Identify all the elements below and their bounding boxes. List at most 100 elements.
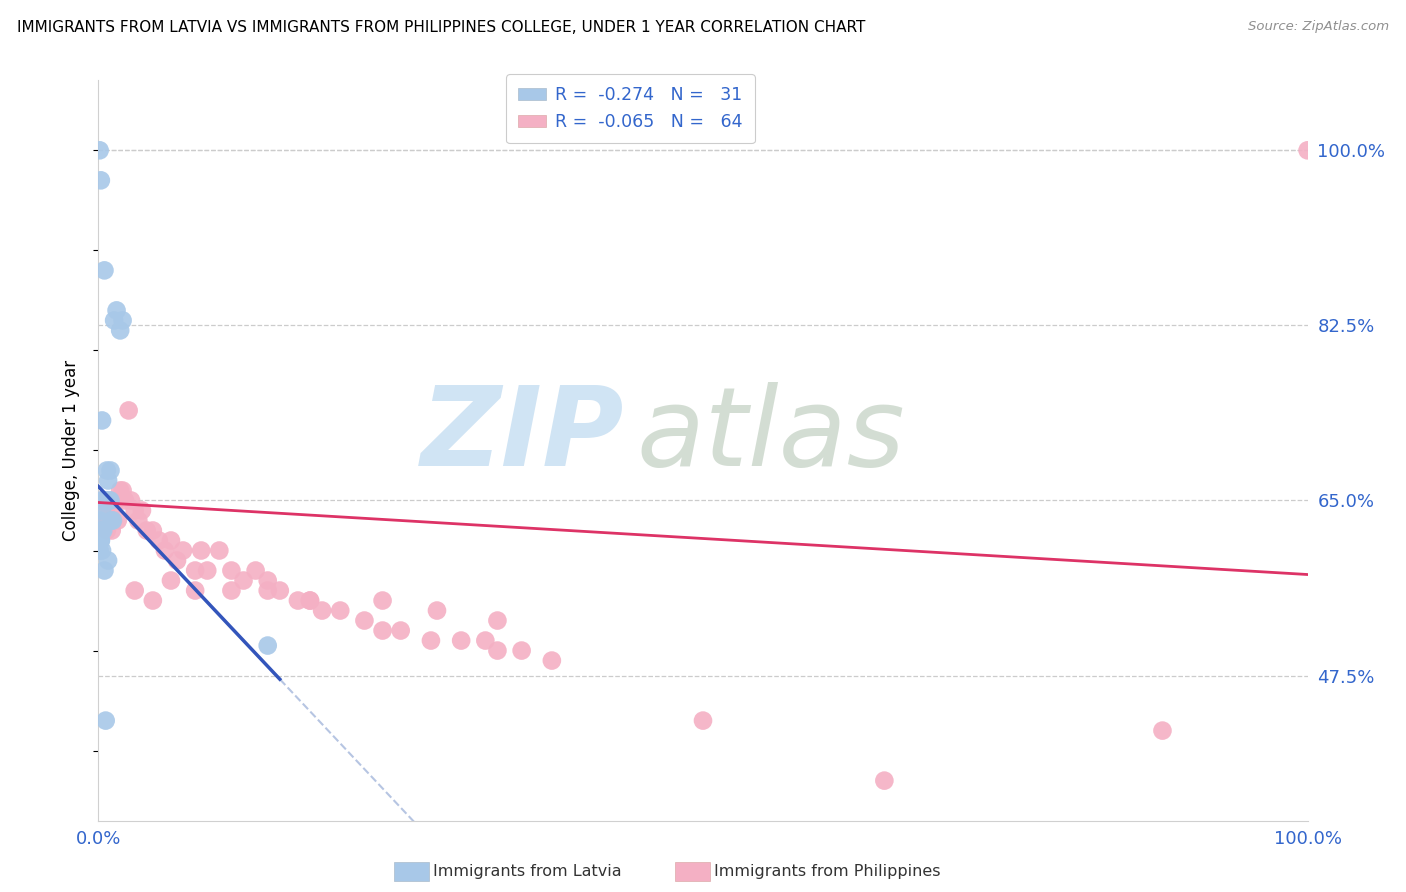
Legend: R =  -0.274   N =   31, R =  -0.065   N =   64: R = -0.274 N = 31, R = -0.065 N = 64 — [506, 74, 755, 143]
Point — [93, 263, 115, 277]
Point — [172, 543, 194, 558]
Point — [221, 564, 243, 578]
Point — [873, 773, 896, 788]
Point — [329, 603, 352, 617]
Point — [256, 574, 278, 588]
Point — [89, 543, 111, 558]
Point — [208, 543, 231, 558]
Text: IMMIGRANTS FROM LATVIA VS IMMIGRANTS FROM PHILIPPINES COLLEGE, UNDER 1 YEAR CORR: IMMIGRANTS FROM LATVIA VS IMMIGRANTS FRO… — [17, 20, 865, 35]
Point — [184, 564, 207, 578]
Point — [353, 614, 375, 628]
Point — [94, 493, 117, 508]
Point — [108, 323, 131, 337]
Point — [97, 474, 120, 488]
Point — [153, 543, 176, 558]
Point — [93, 514, 115, 528]
Point — [692, 714, 714, 728]
Point — [111, 313, 134, 327]
Point — [371, 593, 394, 607]
Point — [96, 524, 118, 538]
Point — [101, 514, 124, 528]
Point — [127, 514, 149, 528]
Point — [311, 603, 333, 617]
Point — [98, 514, 121, 528]
Point — [100, 514, 122, 528]
Point — [100, 493, 122, 508]
Point — [269, 583, 291, 598]
Text: Source: ZipAtlas.com: Source: ZipAtlas.com — [1249, 20, 1389, 33]
Point — [90, 533, 112, 548]
Point — [124, 503, 146, 517]
Point — [97, 514, 120, 528]
Point — [450, 633, 472, 648]
Text: Immigrants from Latvia: Immigrants from Latvia — [433, 864, 621, 879]
Text: atlas: atlas — [637, 382, 905, 489]
Point — [540, 654, 562, 668]
Point — [299, 593, 322, 607]
Point — [232, 574, 254, 588]
Point — [221, 583, 243, 598]
Point — [90, 173, 112, 187]
Point — [195, 564, 218, 578]
Point — [91, 413, 114, 427]
Point — [190, 543, 212, 558]
Text: Immigrants from Philippines: Immigrants from Philippines — [714, 864, 941, 879]
Point — [105, 493, 128, 508]
Y-axis label: College, Under 1 year: College, Under 1 year — [62, 359, 80, 541]
Point — [166, 553, 188, 567]
Point — [160, 574, 183, 588]
Point — [100, 463, 122, 477]
Point — [103, 313, 125, 327]
Point — [118, 403, 141, 417]
Point — [107, 514, 129, 528]
Point — [486, 643, 509, 657]
Point — [103, 493, 125, 508]
Point — [114, 493, 136, 508]
Point — [371, 624, 394, 638]
Point — [90, 493, 112, 508]
Point — [100, 503, 122, 517]
Point — [90, 533, 112, 548]
Point — [474, 633, 496, 648]
Point — [131, 503, 153, 517]
Point — [96, 463, 118, 477]
Point — [100, 524, 122, 538]
Point — [108, 483, 131, 498]
Point — [256, 583, 278, 598]
Point — [111, 483, 134, 498]
Point — [148, 533, 170, 548]
Text: ZIP: ZIP — [420, 382, 624, 489]
Point — [135, 524, 157, 538]
Point — [94, 714, 117, 728]
Point — [245, 564, 267, 578]
Point — [486, 614, 509, 628]
Point — [389, 624, 412, 638]
Point — [1152, 723, 1174, 738]
Point — [287, 593, 309, 607]
Point — [184, 583, 207, 598]
Point — [93, 493, 115, 508]
Point — [91, 543, 114, 558]
Point — [97, 553, 120, 567]
Point — [124, 583, 146, 598]
Point — [1296, 144, 1319, 158]
Point — [89, 144, 111, 158]
Point — [105, 303, 128, 318]
Point — [142, 524, 165, 538]
Point — [91, 524, 114, 538]
Point — [426, 603, 449, 617]
Point — [89, 514, 111, 528]
Point — [101, 514, 124, 528]
Point — [94, 503, 117, 517]
Point — [160, 533, 183, 548]
Point — [91, 493, 114, 508]
Point — [91, 503, 114, 517]
Point — [142, 593, 165, 607]
Point — [98, 493, 121, 508]
Point — [299, 593, 322, 607]
Point — [91, 524, 114, 538]
Point — [91, 514, 114, 528]
Point — [510, 643, 533, 657]
Point — [93, 564, 115, 578]
Point — [91, 493, 114, 508]
